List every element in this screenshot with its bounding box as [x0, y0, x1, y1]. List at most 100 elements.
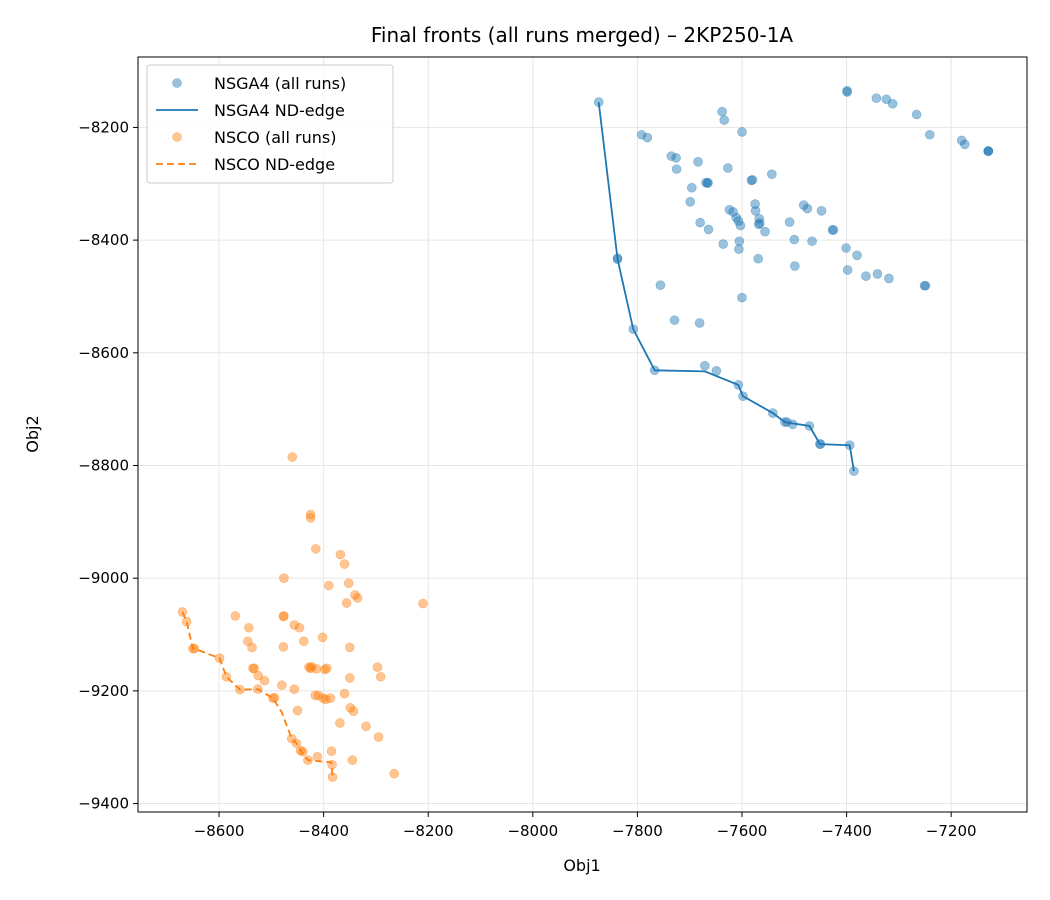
data-point: [279, 611, 289, 621]
data-point: [685, 197, 696, 207]
data-point: [767, 169, 777, 179]
chart-title: Final fronts (all runs merged) – 2KP250-…: [371, 23, 794, 47]
legend-label: NSCO ND-edge: [214, 155, 335, 174]
x-tick-label: −7200: [926, 822, 977, 840]
data-point: [693, 156, 703, 167]
x-tick-label: −7800: [612, 822, 663, 840]
grid: [138, 57, 1027, 812]
data-point: [287, 452, 298, 462]
data-point: [842, 86, 852, 96]
data-point: [753, 253, 764, 264]
data-point: [347, 755, 358, 765]
data-point: [310, 690, 321, 701]
data-point: [318, 693, 328, 703]
data-point: [760, 226, 770, 237]
data-point: [326, 746, 337, 756]
data-point: [320, 694, 331, 705]
data-point: [335, 549, 346, 560]
data-point: [827, 225, 838, 235]
data-point: [642, 132, 653, 143]
data-point: [343, 578, 354, 589]
data-point: [841, 243, 851, 253]
data-point: [983, 146, 994, 156]
legend-box: [146, 64, 394, 184]
legend-item: NSGA4 (all runs): [172, 74, 346, 93]
data-point: [278, 611, 289, 622]
data-point: [317, 632, 328, 643]
data-point: [305, 509, 316, 520]
data-point: [313, 690, 324, 701]
legend: NSGA4 (all runs) NSGA4 ND-edge NSCO (all r…: [146, 64, 394, 184]
data-point: [666, 151, 677, 161]
legend-item: NSGA4 ND-edge: [156, 101, 345, 120]
data-point: [703, 177, 713, 188]
data-point: [350, 590, 360, 600]
data-point: [344, 673, 355, 683]
data-point: [702, 178, 713, 189]
data-point: [731, 212, 742, 223]
data-point: [669, 315, 680, 325]
data-point: [352, 593, 363, 603]
data-point: [983, 146, 994, 156]
data-point: [361, 721, 371, 732]
data-point: [718, 239, 728, 249]
series-1: [597, 101, 855, 472]
data-point: [919, 280, 930, 291]
legend-item: NSCO ND-edge: [156, 155, 335, 174]
data-point: [321, 663, 332, 674]
data-point: [887, 98, 898, 109]
data-point: [737, 292, 747, 303]
data-point: [373, 732, 384, 742]
data-point: [253, 670, 264, 681]
series-2: [177, 452, 428, 782]
data-point: [244, 622, 254, 633]
y-axis-label: Obj2: [23, 415, 42, 452]
legend-marker: [172, 78, 182, 88]
legend-item: NSCO (all runs): [172, 128, 336, 147]
data-point: [717, 106, 727, 117]
data-point: [348, 706, 359, 716]
data-point: [292, 705, 303, 716]
data-point: [807, 236, 817, 247]
data-point: [695, 217, 705, 228]
data-point: [248, 663, 258, 674]
data-point: [816, 206, 827, 216]
y-tick-label: −8200: [78, 118, 129, 136]
data-point: [339, 559, 350, 569]
data-point: [746, 175, 757, 186]
data-point: [304, 662, 314, 672]
data-point: [279, 573, 289, 583]
data-point: [700, 360, 710, 371]
data-point: [701, 177, 711, 188]
data-point: [335, 718, 345, 728]
data-point: [372, 662, 383, 672]
data-point: [389, 768, 400, 779]
legend-marker: [172, 132, 182, 142]
data-point: [344, 642, 355, 653]
data-point: [872, 269, 883, 279]
data-point: [754, 213, 765, 224]
data-point: [983, 146, 994, 156]
data-point: [959, 139, 970, 150]
legend-label: NSGA4 (all runs): [214, 74, 346, 93]
series-line: [597, 101, 855, 472]
data-point: [249, 663, 259, 674]
axis-ticks: −8600 −8400 −8200 −8000 −7800 −7600 −7400 −7200…: [78, 118, 976, 840]
data-point: [784, 217, 795, 227]
y-tick-label: −9000: [78, 569, 129, 587]
data-point: [345, 702, 356, 713]
series-0: [593, 86, 994, 476]
data-point: [671, 153, 681, 163]
data-point: [247, 642, 257, 653]
data-point: [747, 175, 758, 185]
data-point: [719, 115, 730, 125]
data-point: [790, 261, 800, 271]
data-point: [289, 620, 300, 630]
data-point: [310, 544, 321, 554]
x-axis-label: Obj1: [563, 856, 600, 875]
data-point: [339, 688, 350, 699]
data-point: [884, 273, 894, 284]
data-point: [319, 664, 330, 675]
data-point: [278, 642, 289, 652]
